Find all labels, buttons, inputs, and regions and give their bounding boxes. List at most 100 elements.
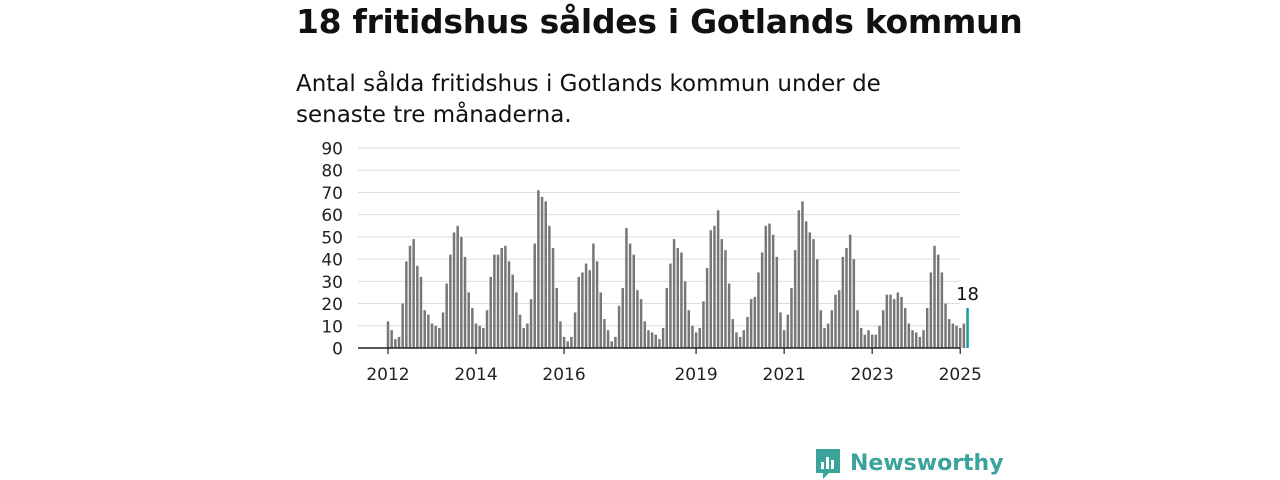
x-tick-label: 2012 (366, 365, 409, 385)
bar (709, 230, 713, 348)
bar (804, 221, 808, 348)
x-tick-label: 2014 (454, 365, 497, 385)
bar (427, 314, 430, 348)
bar (757, 272, 760, 348)
bar (922, 330, 925, 348)
bar (874, 334, 878, 348)
bar (914, 332, 918, 348)
bar (401, 303, 404, 348)
bar (636, 290, 639, 348)
bar (933, 245, 936, 348)
bar (390, 330, 393, 348)
bar (386, 321, 390, 348)
bar (672, 239, 676, 348)
bar (559, 321, 562, 348)
bar (650, 332, 654, 348)
bar (749, 299, 753, 348)
bar (859, 328, 863, 348)
bar (900, 296, 903, 348)
bar (489, 276, 492, 348)
bar (694, 332, 698, 348)
bar (738, 336, 742, 348)
bar (603, 319, 606, 348)
bar-chart-logo-icon (816, 449, 840, 479)
bar (507, 261, 511, 348)
bar (419, 276, 423, 348)
bar (812, 239, 815, 348)
y-tick-label: 40 (321, 251, 343, 271)
newsworthy-brand: Newsworthy (814, 446, 1004, 480)
bar (889, 294, 892, 348)
bar (573, 312, 577, 348)
bar (449, 254, 452, 348)
bar (408, 245, 412, 348)
bar (687, 310, 691, 348)
bar (434, 325, 437, 348)
bar (610, 341, 613, 348)
x-tick-label: 2025 (939, 365, 982, 385)
x-tick-label: 2019 (674, 365, 717, 385)
bar (445, 283, 448, 348)
bar (474, 323, 478, 348)
bar (962, 323, 966, 348)
bar (625, 228, 628, 348)
bar (878, 325, 881, 348)
bar (841, 256, 845, 348)
bar (570, 336, 573, 348)
bar (955, 325, 958, 348)
y-tick-label: 20 (321, 295, 343, 315)
x-axis: 2012 2014 2016 2019 2021 2023 2025 (358, 347, 982, 385)
bar (720, 239, 724, 348)
bar (826, 323, 830, 348)
bar (727, 283, 731, 348)
bar (845, 248, 848, 348)
bar (485, 310, 489, 348)
bar (471, 308, 474, 348)
bar (423, 310, 426, 348)
bar (958, 328, 962, 348)
bar (533, 243, 536, 348)
bar (463, 256, 467, 348)
bar (852, 259, 856, 348)
bar (683, 281, 687, 348)
bar (606, 330, 610, 348)
bar (460, 236, 463, 348)
y-tick-label: 10 (321, 317, 343, 337)
bar (907, 323, 911, 348)
y-tick-label: 0 (332, 340, 343, 360)
x-tick-label: 2016 (542, 365, 585, 385)
bar (456, 225, 459, 348)
bar (537, 190, 540, 348)
bar (929, 272, 933, 348)
highlight-value-label: 18 (956, 284, 979, 305)
bar (544, 201, 547, 348)
y-tick-label: 80 (321, 162, 343, 182)
bar (540, 196, 544, 348)
bar (837, 290, 841, 348)
bar (577, 276, 580, 348)
bar (716, 210, 720, 348)
bar (632, 254, 636, 348)
bar (885, 294, 889, 348)
bar (639, 299, 643, 348)
bar (658, 339, 661, 348)
bar (397, 336, 401, 348)
bar (482, 328, 485, 348)
bar (881, 310, 885, 348)
bar (412, 239, 415, 348)
bar (760, 252, 764, 348)
bar (764, 225, 768, 348)
bar (746, 316, 749, 348)
bar (801, 201, 804, 348)
bar (786, 314, 790, 348)
bar (768, 223, 771, 348)
bar (808, 232, 812, 348)
bar (496, 254, 500, 348)
bar (819, 310, 823, 348)
bar (918, 336, 922, 348)
bar (771, 234, 775, 348)
bar (416, 265, 419, 348)
chart-subtitle: Antal sålda fritidshus i Gotlands kommun… (296, 71, 881, 128)
